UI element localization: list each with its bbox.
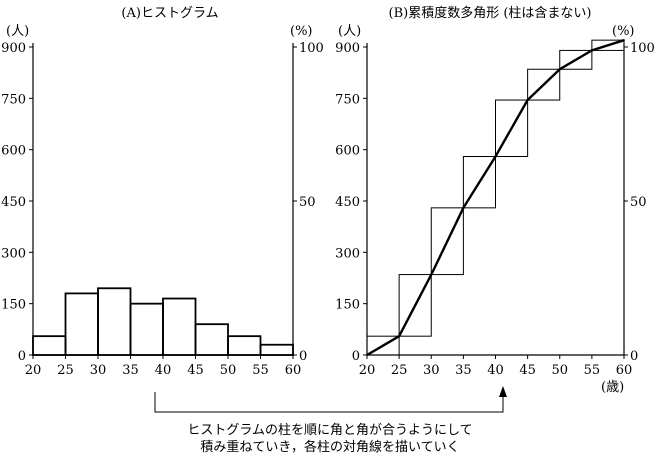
cumulative-y-tick-label: 900 xyxy=(335,41,360,56)
histogram-unit-left: (人) xyxy=(6,24,30,39)
caption-line-2: 積み重ねていき，各柱の対角線を描いていく xyxy=(200,440,460,455)
cumulative-point xyxy=(558,68,561,71)
cumulative-point xyxy=(366,354,368,356)
cumulative-unit-left: (人) xyxy=(338,24,362,39)
histogram-bar xyxy=(129,302,164,356)
histogram-y-tick-label: 150 xyxy=(1,298,26,313)
histogram-x-tick-label: 55 xyxy=(252,363,269,378)
histogram-bar xyxy=(227,335,262,356)
cumulative-point xyxy=(590,49,593,52)
connector-arrow xyxy=(154,386,507,413)
histogram-x-tick-label: 50 xyxy=(220,363,237,378)
cumulative-point xyxy=(623,39,625,42)
cumulative-stacked-bar xyxy=(495,99,529,158)
cumulative-point xyxy=(398,335,401,338)
cumulative-y-tick-label: 150 xyxy=(335,298,360,313)
cumulative-y-tick-label: 750 xyxy=(335,92,360,107)
histogram-y-tick-label: 450 xyxy=(1,195,26,210)
cumulative-y2-tick-label: 50 xyxy=(630,195,647,210)
histogram-x-tick-label: 20 xyxy=(25,363,42,378)
cumulative-stacked-bar xyxy=(559,49,593,70)
cumulative-y2-tick-label: 100 xyxy=(630,41,655,56)
histogram-y-tick-label: 750 xyxy=(1,92,26,107)
histogram-x-tick-label: 60 xyxy=(285,363,302,378)
histogram-bar xyxy=(162,297,197,356)
cumulative-stacked-bar xyxy=(591,39,625,51)
cumulative-y-tick-label: 450 xyxy=(335,195,360,210)
histogram-x-tick-label: 25 xyxy=(57,363,74,378)
cumulative-stacked-bar xyxy=(527,68,561,101)
histogram-title: (A)ヒストグラム xyxy=(121,6,219,21)
cumulative-frequency-polygon-chart: 0 150 300 450 600 750 900 0 50 100 20 25 30 35 40 45 50 5… xyxy=(335,39,655,378)
histogram-bar xyxy=(32,335,67,356)
histogram-chart: 0 150 300 450 600 750 900 0 50 100 20 25 30 35 40 45 50 5… xyxy=(1,41,324,378)
histogram-bar xyxy=(64,292,99,356)
histogram-y-tick-label: 300 xyxy=(1,246,26,261)
cumulative-stacked-bar xyxy=(462,156,496,209)
cumulative-x-tick-label: 25 xyxy=(391,363,408,378)
connector-line xyxy=(154,392,504,413)
cumulative-stacked-bar xyxy=(398,274,432,337)
cumulative-stacked-bar xyxy=(430,207,464,276)
cumulative-y2-tick-label: 0 xyxy=(630,349,638,364)
cumulative-stacked-bar xyxy=(366,335,400,356)
histogram-x-tick-label: 40 xyxy=(155,363,172,378)
histogram-y2-tick-label: 50 xyxy=(299,195,316,210)
histogram-bar xyxy=(97,287,132,356)
histogram-x-tick-label: 35 xyxy=(122,363,139,378)
histogram-unit-right: (%) xyxy=(290,24,313,39)
histogram-y2-tick-label: 0 xyxy=(299,349,307,364)
cumulative-x-tick-label: 60 xyxy=(616,363,633,378)
cumulative-point xyxy=(462,206,465,209)
histogram-x-tick-label: 30 xyxy=(90,363,107,378)
histogram-y-tick-label: 0 xyxy=(18,349,26,364)
cumulative-x-tick-label: 50 xyxy=(551,363,568,378)
histogram-bar xyxy=(194,323,229,356)
connector-arrowhead xyxy=(499,386,507,397)
cumulative-x-tick-label: 30 xyxy=(423,363,440,378)
cumulative-y-tick-label: 0 xyxy=(352,349,360,364)
cumulative-x-tick-label: 45 xyxy=(519,363,536,378)
caption-line-1: ヒストグラムの柱を順に角と角が合うようにして xyxy=(187,423,473,438)
histogram-x-tick-label: 45 xyxy=(187,363,204,378)
cumulative-polygon-title: (B)累積度数多角形 (柱は含まない) xyxy=(388,6,592,21)
histogram-bar xyxy=(259,343,294,356)
cumulative-x-unit: (歳) xyxy=(601,380,625,395)
cumulative-point xyxy=(526,99,529,101)
cumulative-x-tick-label: 55 xyxy=(584,363,601,378)
histogram-y-tick-label: 600 xyxy=(1,144,26,159)
cumulative-point xyxy=(430,273,433,276)
histogram-y2-tick-label: 100 xyxy=(299,41,324,56)
cumulative-unit-right: (%) xyxy=(612,24,635,39)
cumulative-x-tick-label: 35 xyxy=(455,363,472,378)
cumulative-y-tick-label: 300 xyxy=(335,246,360,261)
histogram-y-tick-label: 900 xyxy=(1,41,26,56)
cumulative-x-tick-label: 40 xyxy=(487,363,504,378)
cumulative-y-tick-label: 600 xyxy=(335,144,360,159)
cumulative-point xyxy=(494,155,497,158)
cumulative-x-tick-label: 20 xyxy=(359,363,376,378)
